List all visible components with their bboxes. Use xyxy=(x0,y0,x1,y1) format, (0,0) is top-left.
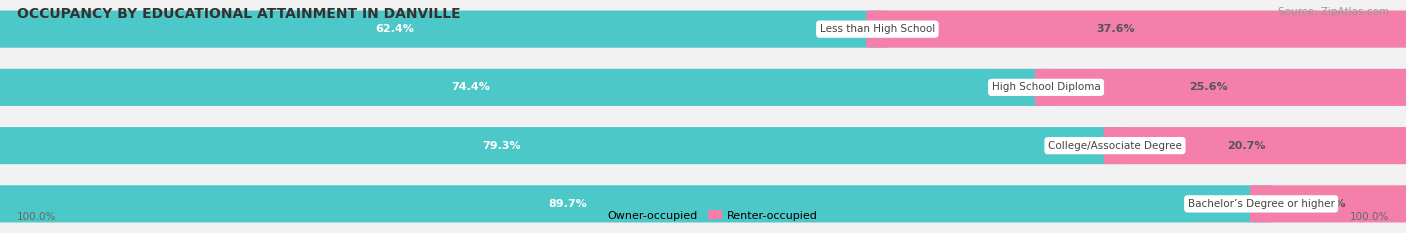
Text: 37.6%: 37.6% xyxy=(1095,24,1135,34)
Text: 100.0%: 100.0% xyxy=(17,212,56,222)
Legend: Owner-occupied, Renter-occupied: Owner-occupied, Renter-occupied xyxy=(583,206,823,225)
FancyBboxPatch shape xyxy=(1035,69,1406,106)
Text: 89.7%: 89.7% xyxy=(548,199,586,209)
Text: 10.4%: 10.4% xyxy=(1308,199,1347,209)
FancyBboxPatch shape xyxy=(1104,127,1406,164)
FancyBboxPatch shape xyxy=(0,127,1126,164)
Text: 20.7%: 20.7% xyxy=(1226,141,1265,151)
Text: Less than High School: Less than High School xyxy=(820,24,935,34)
Text: Source: ZipAtlas.com: Source: ZipAtlas.com xyxy=(1278,7,1389,17)
FancyBboxPatch shape xyxy=(0,127,1406,164)
Text: 62.4%: 62.4% xyxy=(375,24,415,34)
Text: High School Diploma: High School Diploma xyxy=(991,82,1101,92)
Text: 25.6%: 25.6% xyxy=(1188,82,1227,92)
FancyBboxPatch shape xyxy=(0,69,1057,106)
Text: Bachelor’s Degree or higher: Bachelor’s Degree or higher xyxy=(1188,199,1334,209)
FancyBboxPatch shape xyxy=(866,10,1406,48)
Text: OCCUPANCY BY EDUCATIONAL ATTAINMENT IN DANVILLE: OCCUPANCY BY EDUCATIONAL ATTAINMENT IN D… xyxy=(17,7,461,21)
FancyBboxPatch shape xyxy=(1250,185,1406,222)
FancyBboxPatch shape xyxy=(0,69,1406,106)
Text: College/Associate Degree: College/Associate Degree xyxy=(1047,141,1182,151)
Text: 74.4%: 74.4% xyxy=(451,82,491,92)
FancyBboxPatch shape xyxy=(0,185,1272,222)
Text: 79.3%: 79.3% xyxy=(482,141,522,151)
FancyBboxPatch shape xyxy=(0,10,889,48)
Text: 100.0%: 100.0% xyxy=(1350,212,1389,222)
FancyBboxPatch shape xyxy=(0,10,1406,48)
FancyBboxPatch shape xyxy=(0,185,1406,222)
